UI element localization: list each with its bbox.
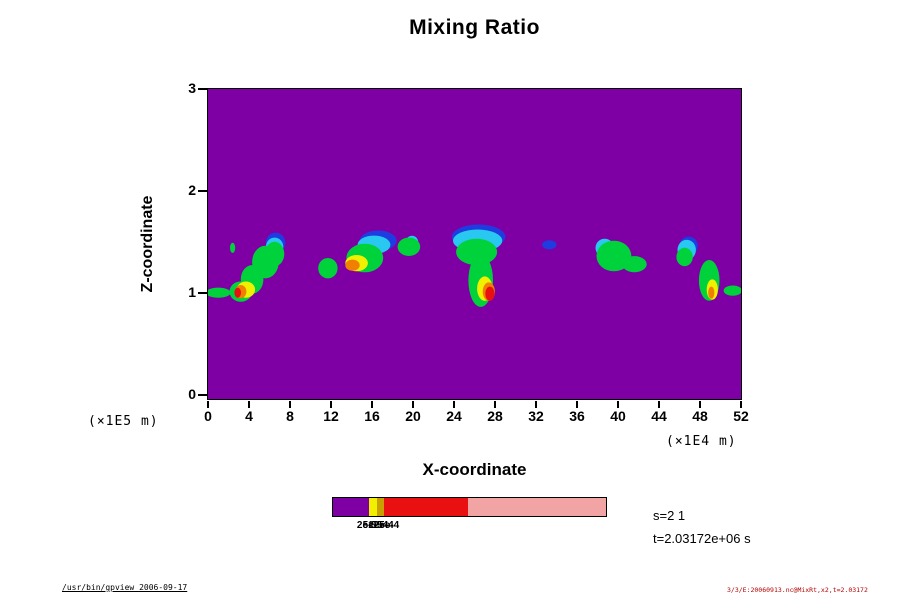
y-tick-mark bbox=[198, 189, 207, 192]
y-axis-unit: (×1E5 m) bbox=[88, 414, 159, 429]
colorbar-tick-label: 5e-4 bbox=[379, 520, 400, 531]
colorbar-tick-label: 2e-4 bbox=[373, 520, 394, 531]
x-tick-mark bbox=[658, 401, 660, 408]
contour-blob-blue bbox=[542, 240, 557, 250]
colorbar-segment-pink bbox=[468, 498, 606, 516]
colorbar-segment-purple bbox=[333, 498, 369, 516]
contour-blob-green bbox=[622, 256, 647, 273]
colorbar-tick-label: 2e-5 bbox=[356, 520, 377, 531]
x-tick-label: 32 bbox=[528, 408, 544, 424]
colorbar-segment-yellow bbox=[368, 498, 378, 516]
footer-source-stamp: 3/3/E:20060913.nc@MixRt,x2,t=2.03172 bbox=[727, 586, 868, 594]
x-tick-label: 40 bbox=[610, 408, 626, 424]
x-tick-mark bbox=[699, 401, 701, 408]
contour-blob-red bbox=[234, 287, 241, 298]
x-tick-mark bbox=[371, 401, 373, 408]
x-tick-mark bbox=[412, 401, 414, 408]
y-tick-label: 3 bbox=[188, 80, 196, 96]
x-tick-label: 44 bbox=[651, 408, 667, 424]
contour-blob-green bbox=[208, 287, 231, 298]
annotation-s: s=2 1 bbox=[653, 508, 686, 523]
colorbar-segment-red bbox=[383, 498, 469, 516]
x-tick-mark bbox=[494, 401, 496, 408]
x-tick-mark bbox=[453, 401, 455, 408]
x-tick-mark bbox=[207, 401, 209, 408]
x-tick-label: 16 bbox=[364, 408, 380, 424]
contour-blob-green bbox=[723, 285, 741, 296]
x-tick-label: 4 bbox=[245, 408, 253, 424]
x-tick-label: 8 bbox=[286, 408, 294, 424]
colorbar-tick-label: 5e-5 bbox=[362, 520, 383, 531]
y-axis-title: Z-coordinate bbox=[139, 195, 156, 293]
x-tick-label: 20 bbox=[405, 408, 421, 424]
y-tick-mark bbox=[198, 88, 207, 90]
contour-blob-orange bbox=[345, 259, 360, 271]
colorbar-segment-olive bbox=[377, 498, 384, 516]
x-tick-mark bbox=[535, 401, 537, 408]
mixing-ratio-field bbox=[208, 89, 741, 399]
x-tick-label: 36 bbox=[569, 408, 585, 424]
x-tick-label: 28 bbox=[487, 408, 503, 424]
x-tick-mark bbox=[617, 401, 619, 408]
annotation-time: t=2.03172e+06 s bbox=[653, 531, 751, 546]
colorbar bbox=[332, 497, 607, 517]
x-tick-label: 48 bbox=[692, 408, 708, 424]
x-tick-mark bbox=[248, 401, 250, 408]
y-tick-mark bbox=[198, 393, 207, 396]
x-tick-mark bbox=[576, 401, 578, 408]
y-tick-label: 0 bbox=[188, 385, 196, 402]
y-tick-label: 2 bbox=[188, 181, 196, 198]
colorbar-tick-label: 1e-4 bbox=[368, 520, 389, 531]
x-tick-mark bbox=[740, 401, 742, 408]
x-tick-mark bbox=[330, 401, 332, 408]
x-axis-unit: (×1E4 m) bbox=[666, 434, 737, 449]
contour-blob-green bbox=[397, 237, 421, 256]
x-tick-label: 12 bbox=[323, 408, 339, 424]
contour-blob-green bbox=[230, 242, 236, 253]
x-axis-title: X-coordinate bbox=[422, 460, 527, 479]
x-tick-mark bbox=[289, 401, 291, 408]
contour-blob-red bbox=[485, 286, 495, 301]
y-tick-mark bbox=[198, 291, 207, 294]
contour-blob-orange bbox=[708, 286, 715, 299]
plot-area bbox=[207, 88, 742, 400]
chart-title: Mixing Ratio bbox=[409, 16, 540, 39]
y-tick-label: 1 bbox=[188, 283, 196, 300]
x-tick-label: 52 bbox=[733, 408, 749, 424]
contour-blob-green bbox=[676, 247, 693, 267]
x-tick-label: 0 bbox=[204, 408, 212, 424]
contour-blob-green bbox=[318, 258, 338, 279]
footer-program-stamp: /usr/bin/gpview 2006-09-17 bbox=[62, 583, 188, 592]
x-tick-label: 24 bbox=[446, 408, 462, 424]
